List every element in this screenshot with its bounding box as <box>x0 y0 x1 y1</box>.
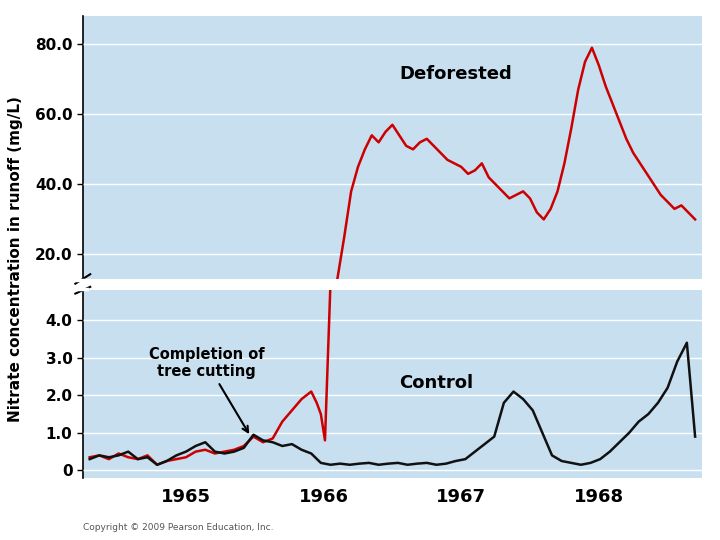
Text: Nitrate concentration in runoff (mg/L): Nitrate concentration in runoff (mg/L) <box>9 96 23 422</box>
Text: Copyright © 2009 Pearson Education, Inc.: Copyright © 2009 Pearson Education, Inc. <box>83 523 274 532</box>
Text: Completion of
tree cutting: Completion of tree cutting <box>149 347 264 432</box>
Text: Control: Control <box>400 374 474 392</box>
Text: Deforested: Deforested <box>400 65 512 83</box>
